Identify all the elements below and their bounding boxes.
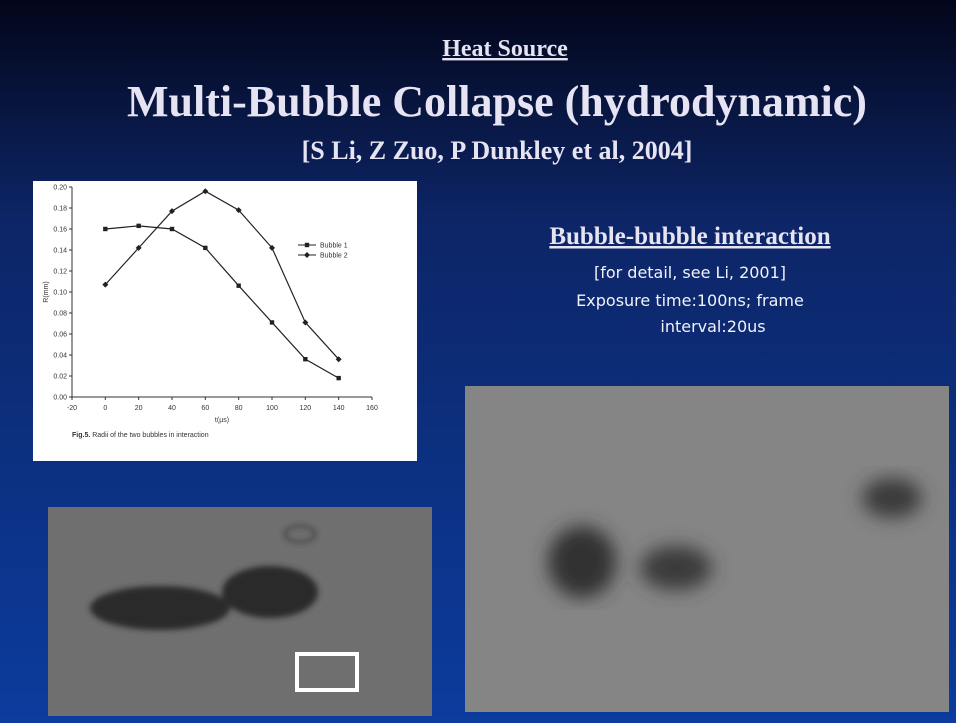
chart-image <box>33 181 417 461</box>
kicker: Heat Source <box>442 36 568 62</box>
y-axis-label: R(mm) <box>43 281 50 302</box>
caption-part: Fig.5. <box>72 432 90 439</box>
point <box>269 244 275 251</box>
y-tick-label: 0.10 <box>53 290 67 297</box>
side-line: [for detail, see Li, 2001] <box>594 263 786 282</box>
x-tick-label: -20 <box>67 405 77 412</box>
point <box>136 223 141 229</box>
y-tick-label: 0.06 <box>53 332 67 339</box>
point <box>103 226 108 232</box>
side-line: Exposure time:100ns; frame <box>576 291 804 310</box>
x-axis-label: t(µs) <box>215 417 229 424</box>
x-tick-label: 100 <box>266 405 278 412</box>
y-tick-label: 0.14 <box>53 248 67 255</box>
point <box>236 283 241 288</box>
title: Multi-Bubble Collapse (hydrodynamic) <box>127 77 867 126</box>
caption-part: Radii of the two bubbles in interaction <box>92 432 208 439</box>
legend-marker <box>304 252 310 258</box>
y-tick-label: 0.20 <box>53 185 67 192</box>
x-tick-label: 20 <box>135 405 143 412</box>
y-tick-label: 0.08 <box>53 311 67 318</box>
y-tick-label: 0.02 <box>53 374 67 381</box>
side-heading: Bubble-bubble interaction <box>549 223 830 250</box>
point <box>135 244 142 251</box>
point <box>235 207 242 214</box>
point <box>102 281 109 288</box>
legend-marker <box>304 242 310 248</box>
x-tick-label: 60 <box>201 405 209 412</box>
x-tick-label: 120 <box>299 405 311 412</box>
y-tick-label: 0.00 <box>53 395 67 402</box>
x-tick-label: 0 <box>103 405 107 412</box>
side-line: interval:20us <box>660 317 765 336</box>
bubbles <box>90 525 318 630</box>
y-tick-label: 0.04 <box>53 353 67 360</box>
point <box>269 320 275 325</box>
x-tick-label: 80 <box>235 405 243 412</box>
x-tick-label: 40 <box>168 405 176 412</box>
highlight-box <box>295 652 359 692</box>
caption: Fig.5. Radii of the two bubbles in inter… <box>72 432 209 439</box>
citation: [S Li, Z Zuo, P Dunkley et al, 2004] <box>302 136 693 165</box>
y-tick-label: 0.12 <box>53 269 67 276</box>
point <box>336 375 341 381</box>
y-tick-label: 0.16 <box>53 227 67 234</box>
legend-label: Bubble 2 <box>320 253 348 260</box>
point <box>169 226 175 232</box>
x-tick-label: 160 <box>366 405 378 412</box>
point <box>335 356 342 363</box>
point <box>202 188 209 195</box>
legend-label: Bubble 1 <box>320 243 348 250</box>
series-line <box>104 190 340 360</box>
point <box>302 319 309 326</box>
photo-zoom <box>465 386 949 712</box>
point <box>169 208 175 215</box>
bubbles-zoom <box>548 478 922 598</box>
point <box>203 245 208 251</box>
series-line <box>105 225 339 379</box>
point <box>303 357 308 362</box>
chart: -20 0 20 40 60 80 100 120 140 160 0.00 0.02 0.04 0.06… <box>43 185 378 440</box>
y-tick-label: 0.18 <box>53 206 67 213</box>
x-tick-label: 140 <box>333 405 345 412</box>
